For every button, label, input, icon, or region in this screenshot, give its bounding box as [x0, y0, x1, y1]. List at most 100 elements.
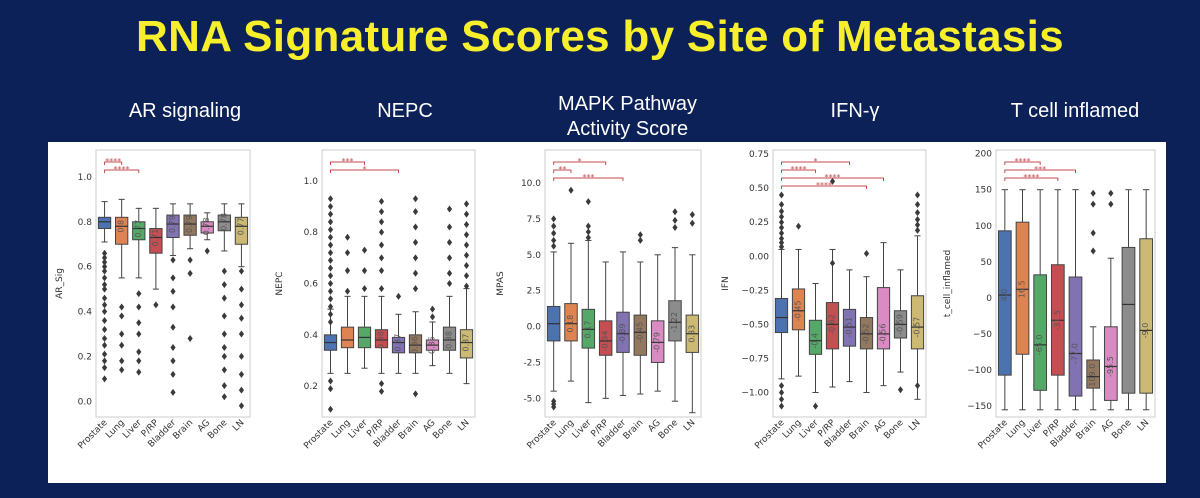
outlier-point	[344, 267, 351, 275]
outlier-point	[863, 250, 870, 258]
median-value-label: -9.0	[1141, 323, 1150, 339]
outlier-point	[119, 303, 125, 311]
x-tick-label: Bone	[657, 418, 681, 442]
outlier-point	[327, 295, 334, 303]
outlier-point	[170, 274, 176, 282]
y-tick-label: 1.0	[78, 173, 93, 183]
box-lung	[1015, 221, 1030, 355]
significance-bracket	[1004, 161, 1041, 165]
significance-label: ***	[582, 173, 594, 182]
median-value-label: 16.5	[1018, 280, 1027, 298]
outlier-point	[101, 308, 108, 316]
outlier-point	[170, 323, 176, 331]
significance-bracket	[1004, 169, 1076, 173]
y-tick-label: 10.0	[521, 179, 541, 189]
outlier-point	[327, 264, 334, 272]
outlier-point	[327, 310, 334, 318]
outlier-point	[327, 202, 334, 210]
y-tick-label: 0.4	[78, 308, 93, 318]
x-tick-label: Brain	[622, 418, 646, 442]
outlier-point	[136, 357, 142, 365]
significance-label: ***	[1034, 165, 1046, 174]
outlier-point	[327, 241, 334, 249]
y-tick-label: 1.0	[304, 177, 319, 187]
outlier-point	[568, 186, 574, 194]
outlier-point	[221, 393, 227, 401]
outlier-point	[914, 221, 921, 229]
outlier-point	[1090, 200, 1096, 208]
outlier-point	[446, 205, 453, 213]
outlier-point	[778, 224, 785, 232]
significance-label: ****	[1023, 173, 1039, 182]
y-tick-label: −0.75	[741, 354, 769, 364]
outlier-point	[187, 256, 193, 264]
median-value-label: 0.79	[168, 215, 177, 233]
box-liver	[808, 319, 823, 355]
outlier-point	[914, 215, 921, 223]
y-tick-label: −50	[973, 330, 992, 340]
outlier-point	[778, 191, 785, 199]
x-tick-label: Brain	[171, 418, 195, 442]
outlier-point	[378, 208, 385, 216]
box-brain	[1086, 359, 1101, 389]
outlier-point	[463, 282, 470, 290]
significance-bracket	[781, 169, 816, 173]
outlier-point	[170, 256, 176, 264]
median-value-label: -0.59	[896, 314, 905, 335]
outlier-point	[221, 294, 227, 302]
x-tick-label: LN	[456, 418, 471, 433]
outlier-point	[327, 405, 334, 413]
outlier-point	[187, 334, 193, 342]
outlier-point	[378, 228, 385, 236]
x-tick-label: Bone	[206, 418, 230, 442]
outlier-point	[446, 254, 453, 262]
outlier-point	[412, 254, 419, 262]
box-p-rp	[374, 329, 389, 349]
outlier-point	[378, 380, 385, 388]
significance-label: ****	[1015, 157, 1031, 166]
y-tick-label: 0.50	[749, 184, 769, 194]
y-tick-label: 0.8	[78, 218, 93, 228]
median-value-label: 0.17	[583, 321, 592, 339]
box-prostate	[997, 230, 1012, 376]
median-value-label: -77.0	[1071, 343, 1080, 364]
median-value-label: -0.79	[653, 332, 662, 353]
box-ag	[1103, 326, 1118, 401]
median-value-label: 0.38	[445, 331, 454, 349]
box-brain	[408, 334, 423, 354]
outlier-point	[1108, 189, 1114, 197]
median-value-label: -65.0	[1035, 334, 1044, 355]
outlier-point	[446, 238, 453, 246]
chart-nepc: 0.20.40.60.81.0NEPCProstateLungLiver0.38…	[275, 149, 476, 451]
median-value-label: -1.22	[670, 312, 679, 333]
panel-title-ar: AR signaling	[128, 100, 242, 122]
significance-label: *	[578, 157, 582, 166]
panel-title-mapk: MAPK Pathway Activity Score	[558, 93, 697, 140]
box-liver	[1033, 274, 1048, 391]
significance-bracket	[553, 177, 624, 181]
significance-bracket	[1004, 177, 1059, 181]
outlier-point	[1090, 229, 1096, 237]
outlier-point	[778, 213, 785, 221]
outlier-point	[221, 281, 227, 289]
significance-bracket	[553, 161, 607, 165]
outlier-point	[327, 233, 334, 241]
x-tick-label: Brain	[397, 418, 421, 442]
outlier-point	[101, 294, 108, 302]
median-value-label: -0.52	[862, 324, 871, 345]
box-prostate	[774, 297, 789, 334]
median-value-label: -95.5	[1106, 356, 1115, 377]
outlier-point	[378, 197, 385, 205]
box-liver	[581, 308, 596, 349]
outlier-point	[327, 272, 334, 280]
outlier-point	[429, 313, 436, 321]
outlier-point	[221, 366, 227, 374]
outlier-point	[101, 301, 108, 309]
outlier-point	[238, 330, 245, 338]
box-bladder	[616, 311, 630, 353]
x-tick-label: Liver	[798, 418, 821, 441]
outlier-point	[914, 191, 921, 199]
y-tick-label: 2.5	[527, 287, 541, 297]
outlier-point	[914, 382, 921, 390]
outlier-point	[327, 318, 334, 326]
